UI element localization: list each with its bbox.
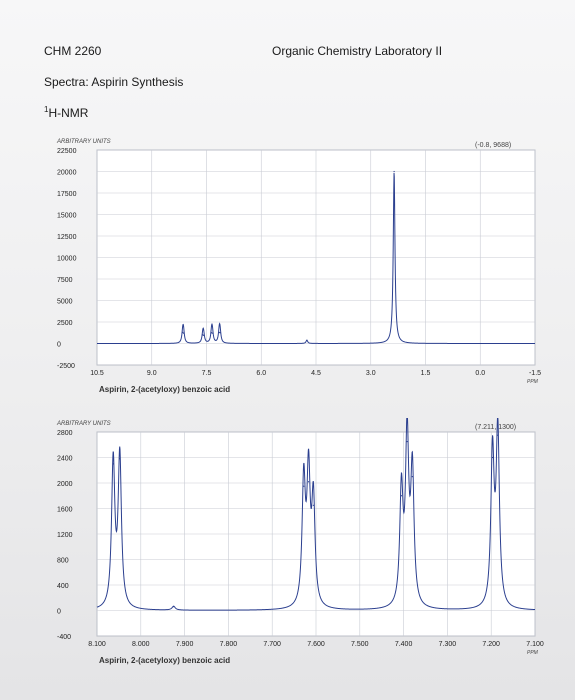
y-tick-label: 0 xyxy=(57,342,61,349)
y-tick-label: -400 xyxy=(57,634,71,641)
spectrum-trace xyxy=(96,418,536,611)
x-tick-label: 6.0 xyxy=(256,370,266,377)
x-tick-label: 1.5 xyxy=(421,370,431,377)
x-tick-label: 9.0 xyxy=(147,370,157,377)
x-tick-label: 3.0 xyxy=(366,370,376,377)
x-axis-label: Aspirin, 2-(acetyloxy) benzoic acid xyxy=(99,656,230,665)
y-tick-label: 15000 xyxy=(57,213,77,220)
coordinate-annotation: (-0.8, 9688) xyxy=(475,142,511,149)
y-tick-label: 12500 xyxy=(57,234,77,241)
x-tick-label: 10.5 xyxy=(90,370,104,377)
x-tick-label: 7.200 xyxy=(482,641,500,648)
y-tick-label: 2500 xyxy=(57,320,73,327)
x-tick-label: 7.600 xyxy=(307,641,325,648)
lab-title: Organic Chemistry Laboratory II xyxy=(272,44,443,58)
peak-marker xyxy=(411,476,413,478)
x-tick-label: 7.700 xyxy=(263,641,281,648)
y-tick-label: 20000 xyxy=(57,170,77,177)
x-tick-label: 8.000 xyxy=(132,641,150,648)
nmr-heading: 1H-NMR xyxy=(44,105,88,120)
nmr-full-spectrum-chart: 22500 20000 17500 15000 12500 10000 7500 5000 25… xyxy=(56,139,541,394)
y-tick-label: 400 xyxy=(57,583,69,590)
x-tick-label: 8.100 xyxy=(88,641,106,648)
spectra-subtitle: Spectra: Aspirin Synthesis xyxy=(44,75,184,89)
spectrum-trace xyxy=(97,172,535,344)
x-tick-label: 4.5 xyxy=(311,370,321,377)
x-axis-label: Aspirin, 2-(acetyloxy) benzoic acid xyxy=(99,385,230,394)
peak-marker xyxy=(406,440,408,443)
y-tick-label: 800 xyxy=(57,558,69,565)
x-tick-label: 7.900 xyxy=(176,641,194,648)
y-tick-label: -2500 xyxy=(57,363,75,370)
peak-marker xyxy=(211,332,213,334)
x-axis-unit: PPM xyxy=(527,650,539,656)
course-code: CHM 2260 xyxy=(44,44,102,58)
peak-marker xyxy=(202,334,205,336)
y-tick-label: 2400 xyxy=(57,456,73,463)
y-tick-label: 22500 xyxy=(57,148,77,155)
x-axis-unit: PPM xyxy=(527,379,539,385)
x-tick-label: 7.300 xyxy=(439,641,457,648)
x-tick-label: 7.100 xyxy=(526,641,544,648)
peak-marker xyxy=(491,456,494,459)
y-tick-label: 0 xyxy=(57,609,61,616)
peak-marker xyxy=(312,504,314,506)
peak-marker xyxy=(303,485,305,487)
y-tick-label: 2800 xyxy=(57,430,73,437)
x-tick-label: 7.400 xyxy=(395,641,413,648)
y-tick-label: 1200 xyxy=(57,532,73,539)
peak-marker xyxy=(306,339,308,341)
peak-marker xyxy=(219,332,221,334)
nmr-superscript: 1 xyxy=(44,105,49,114)
x-tick-label: -1.5 xyxy=(529,370,541,377)
y-axis-label: ARBITRARY UNITS xyxy=(56,421,111,427)
coordinate-annotation: (7.211, 1300) xyxy=(475,424,516,431)
peak-marker xyxy=(112,463,114,465)
y-tick-label: 10000 xyxy=(57,256,77,263)
nmr-label: H-NMR xyxy=(48,106,89,120)
peak-marker xyxy=(497,434,499,436)
x-tick-label: 7.500 xyxy=(351,641,369,648)
peak-marker xyxy=(307,481,310,483)
y-tick-label: 2000 xyxy=(57,481,73,488)
x-tick-label: 0.0 xyxy=(475,370,485,377)
peak-marker xyxy=(173,606,175,608)
nmr-aromatic-zoom-chart: 2800 2400 2000 1600 1200 800 400 0 -400 8.100 8.00… xyxy=(56,418,544,665)
x-tick-label: 7.800 xyxy=(220,641,238,648)
peak-marker xyxy=(393,170,395,173)
y-axis-label: ARBITRARY UNITS xyxy=(56,139,111,145)
y-tick-label: 7500 xyxy=(57,277,73,284)
y-tick-label: 5000 xyxy=(57,299,73,306)
y-tick-label: 1600 xyxy=(57,507,73,514)
peak-marker xyxy=(119,458,121,460)
x-tick-label: 7.5 xyxy=(202,370,212,377)
peak-marker xyxy=(182,332,185,334)
peak-marker xyxy=(400,495,403,497)
y-tick-label: 17500 xyxy=(57,191,77,198)
peak-marker xyxy=(182,331,184,333)
